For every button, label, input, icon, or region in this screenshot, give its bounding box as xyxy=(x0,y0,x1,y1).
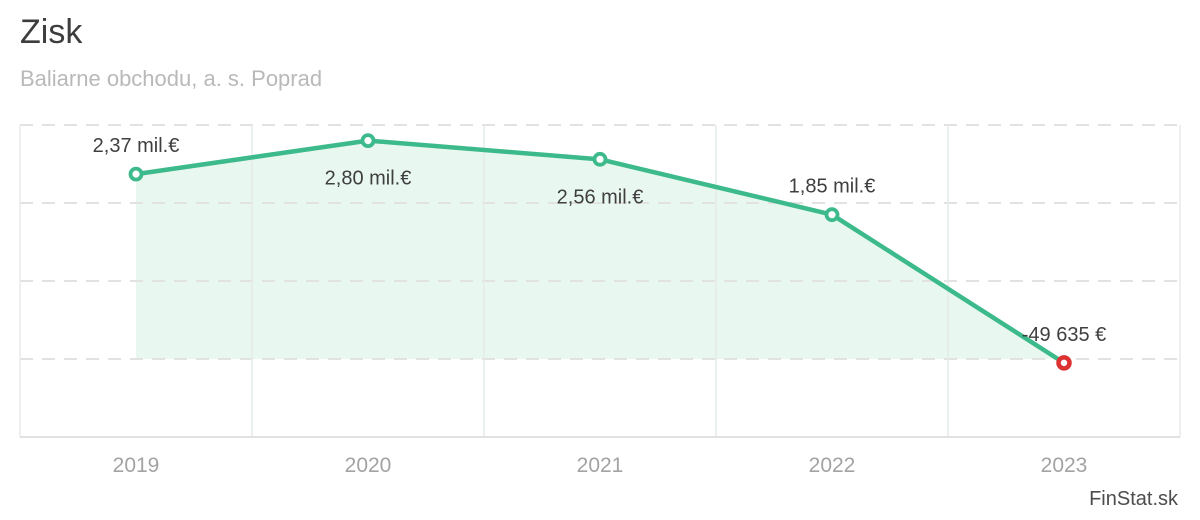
x-axis-tick-label[interactable]: 2020 xyxy=(345,454,392,477)
data-point-label: -49 635 € xyxy=(1022,324,1107,346)
area-fill xyxy=(136,140,1058,359)
x-axis-tick-label[interactable]: 2023 xyxy=(1041,454,1088,477)
x-axis-tick-label[interactable]: 2022 xyxy=(809,454,856,477)
chart-subtitle: Baliarne obchodu, a. s. Poprad xyxy=(20,66,323,91)
data-point-label: 2,80 mil.€ xyxy=(325,168,412,190)
x-axis-tick-label[interactable]: 2019 xyxy=(113,454,160,477)
data-point-marker-negative[interactable] xyxy=(1056,355,1072,371)
data-point-marker[interactable] xyxy=(824,207,840,223)
chart-title: Zisk xyxy=(20,13,83,51)
x-axis-tick-label[interactable]: 2021 xyxy=(577,454,624,477)
data-point-marker[interactable] xyxy=(128,166,144,182)
data-point-label: 1,85 mil.€ xyxy=(789,176,876,198)
data-point-label: 2,37 mil.€ xyxy=(93,135,180,157)
data-point-marker[interactable] xyxy=(592,151,608,167)
data-point-marker[interactable] xyxy=(360,133,376,149)
finstat-brand-link[interactable]: FinStat.sk xyxy=(1089,488,1178,510)
data-point-label: 2,56 mil.€ xyxy=(557,186,644,208)
